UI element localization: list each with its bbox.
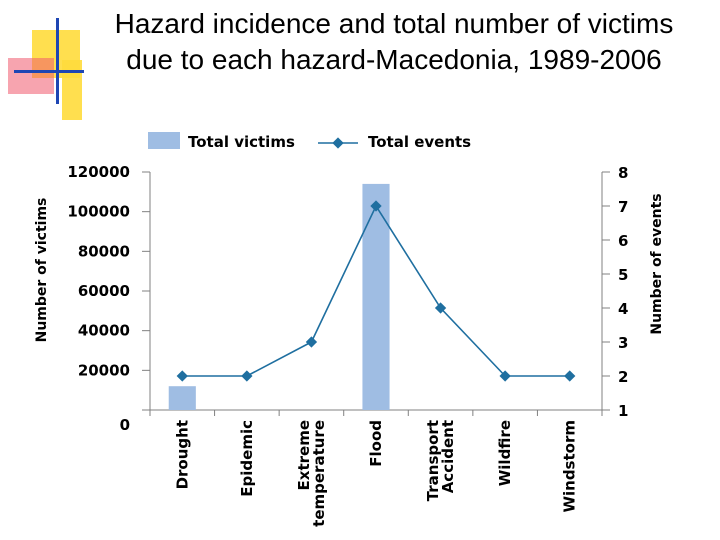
events-point [241,370,253,382]
legend-label-victims: Total victims [188,133,295,151]
decorative-squares [8,18,84,120]
victims-bar [168,386,196,410]
legend-label-events: Total events [368,133,471,151]
deco-blue-horizontal-line [14,70,84,73]
right-tick-label: 4 [618,300,628,318]
category-label: Epidemic [238,420,256,497]
events-point [564,370,576,382]
slide-title: Hazard incidence and total number of vic… [114,8,674,75]
right-tick-label: 1 [618,402,628,420]
right-tick-label: 2 [618,368,628,386]
category-label: Windstorm [561,420,579,513]
right-axis-title: Number of events [649,193,665,334]
right-tick-label: 3 [618,334,628,352]
left-tick-label: 120000 [67,163,130,181]
category-label: Flood [367,420,385,467]
left-tick-label: 80000 [78,242,130,260]
category-label: Drought [173,420,191,489]
category-label: TransportAccident [424,420,457,501]
legend-bar-swatch [148,132,180,149]
right-tick-label: 8 [618,164,628,182]
events-point [434,302,447,314]
events-point [176,370,188,382]
category-label: Wildfire [496,420,514,486]
legend-line-marker [332,137,344,149]
right-tick-label: 5 [618,266,628,284]
category-label: Extremetemperature [295,420,328,527]
left-tick-label: 0 [120,416,130,434]
chart-legend: Total victims Total events [148,132,471,151]
right-tick-label: 6 [618,232,628,250]
chart-labels: 0 20000 40000 60000 80000 100000 120000 1 2 3 4 5 6 7… [34,163,665,527]
deco-yellow-square-lower [62,60,82,120]
left-axis-title: Number of victims [34,198,50,343]
deco-blue-vertical-line [56,18,59,104]
line-series [176,200,576,382]
events-point [305,336,318,348]
events-point [499,370,511,382]
events-point [370,200,382,212]
left-tick-label: 60000 [78,282,130,300]
left-tick-label: 100000 [67,203,130,221]
left-tick-label: 20000 [78,361,130,379]
right-tick-label: 7 [618,198,628,216]
left-tick-label: 40000 [78,322,130,340]
victims-bar [362,183,390,410]
deco-red-square [8,58,54,94]
